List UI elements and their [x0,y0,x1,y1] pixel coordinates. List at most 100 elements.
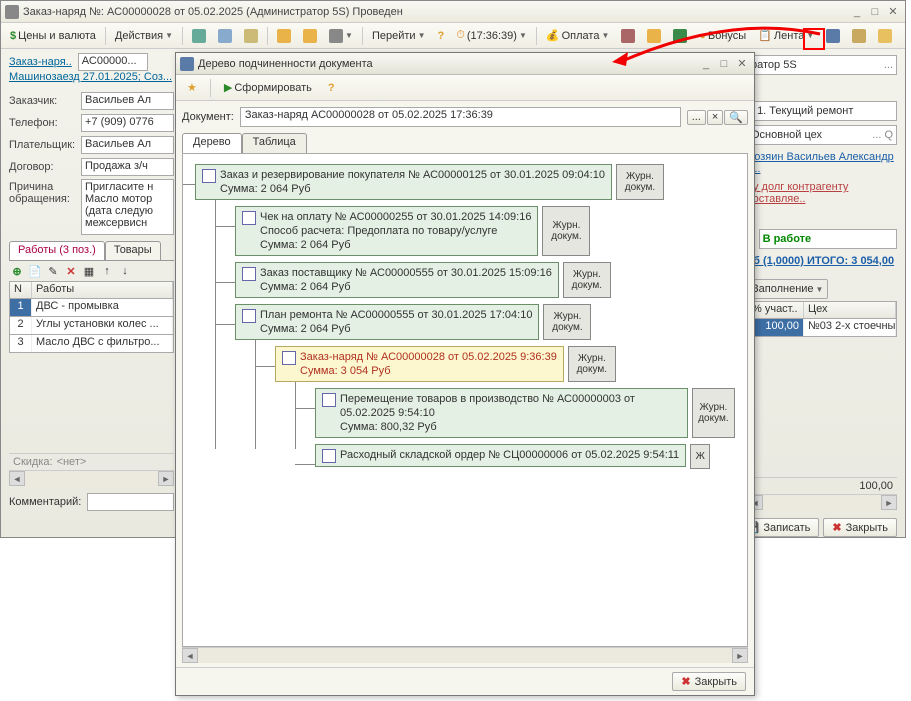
debt-link[interactable]: ру долг контрагенту составляе.. [747,181,848,205]
col-header-n[interactable]: N [10,282,32,298]
tb-icon-10[interactable] [847,26,871,46]
actions-dropdown[interactable]: Действия▼ [110,26,178,46]
tab-works[interactable]: Работы (3 поз.) [9,241,105,260]
tree-node[interactable]: Заказ и резервирование покупателя № АС00… [195,164,612,200]
tb-icon-3[interactable] [239,26,263,46]
tree-icon [826,29,840,43]
journal-button[interactable]: Журн. докум. [616,164,664,200]
admin-field[interactable]: ратор 5S... [747,55,897,75]
prices-button[interactable]: $Цены и валюта [5,26,101,46]
repair-type-field[interactable]: 1. Текущий ремонт [753,101,897,121]
tb-icon-7[interactable] [616,26,640,46]
modal-close-button[interactable]: ✖Закрыть [672,672,746,691]
reason-field[interactable]: Пригласите н Масло мотор (дата следую ме… [81,179,174,235]
close-button[interactable]: ✕ [885,5,901,19]
table-row[interactable]: 2Углы установки колес ... [9,317,174,335]
move-down-button[interactable]: ↓ [117,263,133,279]
modal-close[interactable]: ✕ [734,57,750,71]
tree-scrollbar-h[interactable]: ◄► [182,647,748,663]
total-link[interactable]: уб (1,0000) ИТОГО: 3 054,00 [747,255,894,267]
journal-button[interactable]: Ж [690,444,710,469]
doc-number-field[interactable]: АС00000... [78,53,148,71]
machine-entry-link[interactable]: Машинозаезд 27.01.2025; Соз... [9,71,172,83]
favorites-button[interactable]: ★ [182,78,202,98]
fill-dropdown[interactable]: Заполнение▼ [747,279,828,299]
tb-icon-2[interactable] [213,26,237,46]
comment-label: Комментарий: [9,496,87,508]
delete-row-button[interactable]: ✕ [63,263,79,279]
subordination-tree-dialog: Дерево подчиненности документа _ □ ✕ ★ ▶… [175,52,755,696]
maximize-button[interactable]: □ [867,5,883,19]
document-field[interactable]: Заказ-наряд АС00000028 от 05.02.2025 17:… [240,107,681,127]
footer-pct: 100,00 [747,477,897,494]
add-row-button[interactable]: ⊕ [9,263,25,279]
tree-node[interactable]: Заказ поставщику № АС00000555 от 30.01.2… [235,262,559,298]
tb-icon-5[interactable] [298,26,322,46]
tree-node-current[interactable]: Заказ-наряд № АС00000028 от 05.02.2025 9… [275,346,564,382]
table-row[interactable]: 3Масло ДВС с фильтро... [9,335,174,353]
right-scrollbar[interactable]: ◄► [747,494,897,510]
right-panel: ратор 5S... :1. Текущий ремонт Основной … [747,53,897,537]
status-field[interactable]: В работе [759,229,897,249]
tb-icon-4[interactable] [272,26,296,46]
doc-icon [322,393,336,407]
tb-icon-6[interactable]: ▼ [324,26,358,46]
phone-field[interactable]: +7 (909) 0776 [81,114,174,132]
tab-tree[interactable]: Дерево [182,133,242,153]
help-button[interactable]: ? [432,26,449,46]
grid-button-5[interactable]: ▦ [81,263,97,279]
table-row[interactable]: 1ДВС - промывка [9,299,174,317]
col-pct[interactable]: % участ.. [748,302,804,318]
contract-field[interactable]: Продажа з/ч [81,158,174,176]
payer-field[interactable]: Васильев Ал [81,136,174,154]
customer-field[interactable]: Васильев Ал [81,92,174,110]
works-grid-header: N Работы [9,281,174,299]
owner-link[interactable]: Хозяин Васильев Александр Е.. [747,151,894,175]
tb-icon-1[interactable] [187,26,211,46]
modal-maximize[interactable]: □ [716,57,732,71]
workshop-field[interactable]: Основной цех... Q [747,125,897,145]
tb-icon-9[interactable] [668,26,692,46]
move-up-button[interactable]: ↑ [99,263,115,279]
tree-node[interactable]: Перемещение товаров в производство № АС0… [315,388,688,438]
form-left: Заказчик:Васильев Ал Телефон:+7 (909) 07… [9,89,174,514]
tree-node[interactable]: Чек на оплату № АС00000255 от 30.01.2025… [235,206,538,256]
tree-view[interactable]: Заказ и резервирование покупателя № АС00… [182,153,748,647]
tree-node[interactable]: Расходный складской ордер № СЦ00000006 о… [315,444,686,467]
tree-node[interactable]: План ремонта № АС00000555 от 30.01.2025 … [235,304,539,340]
journal-button[interactable]: Журн. докум. [563,262,611,298]
form-button[interactable]: ▶Сформировать [219,78,317,98]
refresh-icon [192,29,206,43]
journal-button[interactable]: Журн. докум. [542,206,590,256]
minimize-button[interactable]: _ [849,5,865,19]
grid-scrollbar[interactable]: ◄► [9,470,174,486]
main-titlebar: Заказ-наряд №: АС00000028 от 05.02.2025 … [1,1,905,23]
doc-clear-button[interactable]: × [707,110,723,125]
doc-search-button[interactable]: 🔍 [724,110,748,125]
col-workshop[interactable]: Цех [804,302,896,318]
goto-dropdown[interactable]: Перейти▼ [367,26,431,46]
comment-field[interactable] [87,493,174,511]
bonus-button[interactable]: ●Бонусы [694,26,751,46]
copy-row-button[interactable]: 📄 [27,263,43,279]
modal-minimize[interactable]: _ [698,57,714,71]
col-header-work[interactable]: Работы [32,282,173,298]
modal-help-button[interactable]: ? [323,78,340,98]
journal-button[interactable]: Журн. докум. [692,388,735,438]
payment-button[interactable]: 💰Оплата▼ [541,26,614,46]
close-main-button[interactable]: ✖Закрыть [823,518,897,537]
doc-select-button[interactable]: ... [687,110,706,125]
table-row[interactable]: 100,00 №03 2-х стоечны... [747,319,897,337]
tab-order[interactable]: Заказ-наря.. [9,56,72,68]
tree-button[interactable] [821,26,845,46]
tb-icon-8[interactable] [642,26,666,46]
tab-table[interactable]: Таблица [242,133,307,153]
feed-button[interactable]: 📋Лента▼ [753,26,819,46]
journal-button[interactable]: Журн. докум. [568,346,616,382]
journal-button[interactable]: Журн. докум. [543,304,591,340]
clock-button[interactable]: ⏱(17:36:39)▼ [451,26,532,46]
customer-label: Заказчик: [9,95,81,107]
tab-goods[interactable]: Товары [105,241,161,260]
tb-icon-11[interactable] [873,26,897,46]
edit-row-button[interactable]: ✎ [45,263,61,279]
